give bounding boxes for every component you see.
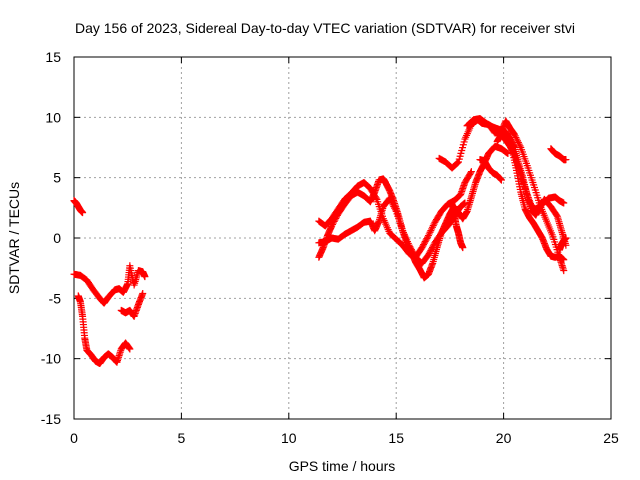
data-point (560, 199, 568, 207)
data-point (502, 148, 510, 156)
data-point (560, 267, 568, 275)
axis-ticks: 0 5 10 15 20 25 -15 -10 -5 0 5 10 15 (41, 49, 619, 446)
data-point (387, 197, 395, 205)
data-point (420, 239, 428, 247)
data-point (423, 235, 431, 243)
y-tick-label: -15 (41, 411, 61, 427)
x-tick-label: 20 (496, 430, 512, 446)
data-point (419, 242, 427, 250)
data-point (388, 199, 396, 207)
data-point (389, 201, 397, 209)
y-tick-label: -5 (49, 290, 62, 306)
data-point (405, 241, 413, 249)
data-point (552, 211, 560, 219)
x-tick-label: 25 (603, 430, 619, 446)
y-tick-label: 5 (53, 170, 61, 186)
data-point (408, 246, 416, 254)
data-point (428, 223, 436, 231)
data-point (425, 230, 433, 238)
data-point (418, 244, 426, 252)
data-point (424, 232, 432, 240)
data-point (428, 245, 436, 253)
data-point (429, 242, 437, 250)
data-point (424, 251, 432, 259)
data-point (454, 159, 462, 167)
data-point (425, 249, 433, 257)
data-point (139, 290, 147, 298)
data-point (497, 176, 505, 184)
data-point (453, 159, 461, 167)
data-point (514, 139, 522, 147)
data-point (428, 243, 436, 251)
chart-title: Day 156 of 2023, Sidereal Day-to-day VTE… (75, 20, 575, 36)
data-point (409, 249, 417, 257)
data-point (515, 140, 523, 148)
y-tick-label: 10 (45, 109, 61, 125)
data-point (391, 206, 399, 214)
data-point (387, 196, 395, 204)
data-point (516, 142, 524, 150)
data-point (141, 273, 149, 281)
x-tick-label: 15 (388, 430, 404, 446)
data-point (504, 150, 512, 158)
data-point (467, 169, 475, 177)
data-point (422, 236, 430, 244)
data-point (467, 168, 475, 176)
data-point (426, 248, 434, 256)
data-point (512, 134, 520, 142)
data-point (410, 250, 418, 258)
x-tick-label: 10 (281, 430, 297, 446)
data-point (424, 233, 432, 241)
y-tick-label: 15 (45, 49, 61, 65)
data-point (406, 243, 414, 251)
y-tick-label: -10 (41, 351, 61, 367)
data-point (562, 156, 570, 164)
data-point (390, 202, 398, 210)
x-tick-label: 0 (70, 430, 78, 446)
x-tick-label: 5 (178, 430, 186, 446)
data-point (407, 244, 415, 252)
data-point (426, 228, 434, 236)
data-point (511, 132, 519, 140)
data-point (429, 222, 437, 230)
data-point (510, 130, 518, 138)
data-point (372, 194, 380, 202)
data-point (79, 209, 87, 217)
data-point (562, 234, 570, 242)
data-point (386, 194, 394, 202)
data-point (461, 199, 469, 207)
y-axis-label: SDTVAR / TECUs (6, 182, 22, 294)
data-point (459, 244, 467, 252)
data-point (126, 345, 134, 353)
data-point (514, 137, 522, 145)
data-point (408, 247, 416, 255)
data-point (420, 241, 428, 249)
data-point (427, 227, 435, 235)
data-point (391, 204, 399, 212)
data-point (328, 222, 336, 230)
data-points (70, 115, 570, 367)
data-point (421, 238, 429, 246)
y-tick-label: 0 (53, 230, 61, 246)
data-point (428, 225, 436, 233)
x-axis-label: GPS time / hours (289, 458, 396, 474)
data-point (513, 135, 521, 143)
data-point (430, 220, 438, 228)
data-point (427, 246, 435, 254)
data-point (560, 256, 568, 264)
